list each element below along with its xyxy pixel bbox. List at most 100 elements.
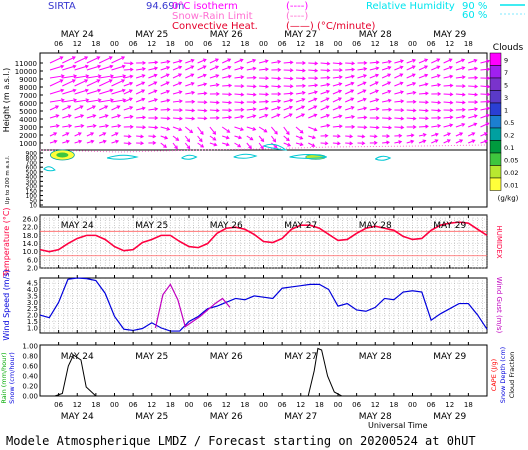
wind-arrow (160, 142, 167, 148)
wind-arrow (172, 66, 182, 71)
humidity-value-90: 90 % (462, 1, 487, 12)
wind-arrow-head (165, 73, 170, 78)
wind-arrow-head (153, 73, 158, 78)
right-axis-label: Cloud Fraction (508, 352, 516, 399)
wind-arrow (148, 135, 156, 138)
colorbar-swatch (489, 115, 502, 129)
wind-arrow (271, 100, 281, 103)
wind-arrow-head (166, 126, 171, 131)
wind-arrow-head (178, 127, 183, 132)
wind-arrow (308, 126, 317, 131)
wind-arrow-head (412, 99, 417, 104)
clouds-winds-panel: 1100010000900080007000600050004000300020… (2, 30, 491, 225)
wind-arrow-head (437, 100, 442, 105)
wind-arrow-head (363, 125, 368, 130)
wind-arrow (295, 126, 304, 134)
wind-arrow-head (178, 59, 183, 64)
wind-arrow (381, 90, 391, 95)
wind-arrow-head (60, 98, 65, 103)
colorbar-tick-label: 1 (504, 106, 508, 114)
wind-arrow (345, 142, 353, 145)
wind-arrow (209, 109, 219, 112)
wind-arrow-head (102, 132, 107, 136)
wind-arrow (49, 140, 57, 144)
wind-arrow (111, 140, 119, 144)
wind-arrow-head (299, 129, 304, 134)
hour-tick-label: 06 (54, 40, 63, 48)
wind-arrow-head (363, 67, 368, 71)
wind-arrow (345, 75, 355, 79)
wind-arrow (258, 135, 264, 142)
wind-arrow-head (314, 68, 319, 73)
wind-arrow-head (375, 116, 380, 120)
wind-arrow (111, 79, 125, 87)
wind-arrow (431, 84, 441, 87)
legend-label: Snow-Rain Limit (172, 11, 253, 22)
hour-tick-label: 12 (73, 40, 82, 48)
wind-arrow-head (212, 137, 217, 141)
height-tick-label: 4000 (19, 116, 37, 124)
wind-arrow-head (301, 105, 306, 110)
wind-arrow-head (129, 74, 134, 79)
wind-arrow (160, 60, 170, 64)
wind-arrow-head (338, 97, 342, 101)
wind-arrow-head (109, 64, 114, 69)
day-label: MAY 29 (433, 221, 466, 231)
wind-arrow-head (449, 83, 454, 88)
wind-arrow (258, 142, 264, 149)
wind-arrow-head (461, 122, 466, 127)
wind-arrow (394, 91, 404, 95)
wind-arrow-head (276, 106, 281, 110)
wind-arrow-head (228, 115, 233, 120)
wind-arrow (295, 77, 306, 80)
wind-arrow (209, 101, 219, 104)
wind-arrow-head (240, 84, 245, 89)
wind-arrow-head (166, 116, 171, 121)
wind-arrow (160, 126, 170, 130)
wind-arrow-head (351, 124, 356, 129)
wind-arrow-head (121, 88, 126, 93)
wind-arrow (185, 109, 195, 112)
wind-arrow-head (422, 133, 427, 137)
wind-arrow-head (264, 59, 269, 64)
wind-arrow-head (434, 139, 439, 143)
wind-arrow-head (202, 65, 207, 69)
wind-arrow-head (225, 142, 230, 147)
wind-arrow-head (109, 88, 114, 93)
wind-arrow-head (289, 91, 294, 96)
wind-arrow (271, 77, 281, 80)
wind-arrow-head (190, 73, 195, 78)
wind-arrow (209, 135, 216, 141)
wind-arrow (381, 81, 391, 87)
wind-arrow-head (153, 81, 158, 85)
wind-arrow-head (375, 98, 380, 102)
wind-arrow-head (240, 66, 245, 71)
legend-label: 0°C isotherm (172, 1, 238, 12)
wind-arrow (49, 56, 63, 64)
wind-arrow-head (203, 116, 208, 121)
wind-arrow (271, 106, 281, 111)
wind-arrow-head (486, 84, 491, 89)
wind-arrow-head (55, 114, 60, 118)
wind-arrow-head (141, 97, 146, 102)
height-tick-label: 400 (26, 174, 38, 181)
day-label: MAY 25 (135, 30, 168, 40)
colorbar-tick-label: 3 (504, 94, 508, 102)
wind-arrow-head (399, 73, 404, 77)
wind-arrow (234, 126, 244, 131)
wind-arrow (369, 61, 379, 64)
wind-arrow (246, 126, 256, 131)
wind-arrow-head (302, 68, 306, 73)
wind-arrow-head (474, 107, 479, 112)
height-tick-label: 50 (29, 198, 37, 205)
wind-arrow-head (437, 115, 442, 120)
wind-arrow-head (363, 106, 368, 111)
rain-axis-label: Rain (mm/hour) (0, 352, 8, 403)
colorbar-tick-label: 0.2 (504, 131, 514, 139)
wind-arrow (332, 115, 342, 119)
wind-arrow (271, 126, 278, 135)
wind-arrow (443, 132, 451, 137)
wind-arrow (98, 56, 113, 64)
wind-arrow (62, 99, 77, 103)
wind-arrow-head (110, 98, 114, 103)
